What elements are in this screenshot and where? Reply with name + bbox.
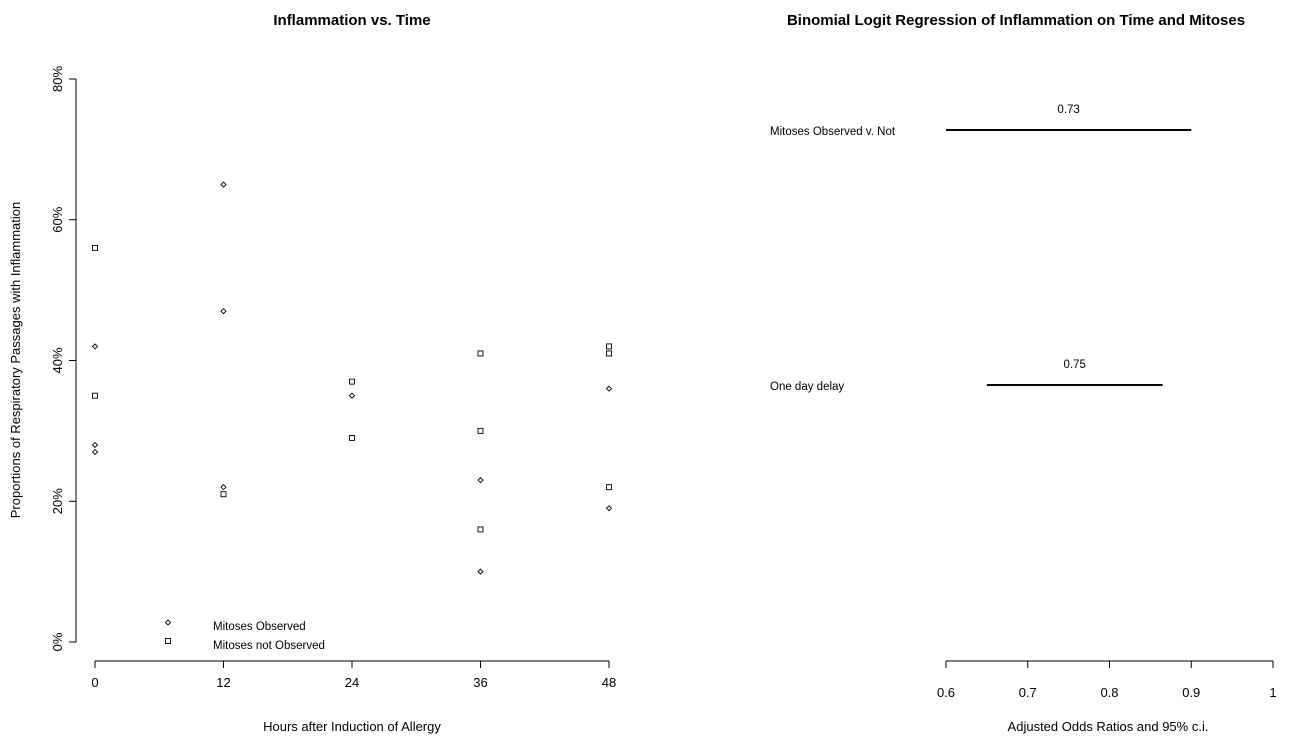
scatter-x-tick-label: 48 <box>602 675 616 690</box>
point-mitoses-observed <box>91 441 99 449</box>
scatter-y-tick-label: 80% <box>50 66 65 92</box>
point-mitoses-observed <box>605 505 613 512</box>
legend-label-mitoses-not-observed: Mitoses not Observed <box>213 640 325 652</box>
point-mitoses-not-observed <box>477 427 484 434</box>
point-mitoses-observed <box>91 343 99 350</box>
scatter-y-tick-label: 60% <box>50 206 65 232</box>
scatter-axes: 0% 20% 40% 60% 80% 0 12 24 36 48 <box>50 66 616 690</box>
forest-title: Binomial Logit Regression of Inflammatio… <box>787 12 1245 29</box>
point-mitoses-not-observed <box>606 343 612 350</box>
legend-label-mitoses-observed: Mitoses Observed <box>213 621 306 633</box>
point-mitoses-not-observed <box>477 350 484 357</box>
point-mitoses-not-observed <box>92 244 98 251</box>
point-mitoses-observed <box>605 385 613 392</box>
forest-estimate-label: 0.73 <box>1057 104 1079 116</box>
forest-x-tick-label: 0.6 <box>937 685 955 700</box>
forest-rows: Mitoses Observed v. Not 0.73 One day delay… <box>770 104 1192 393</box>
scatter-x-axis-label: Hours after Induction of Allergy <box>263 719 441 734</box>
forest-panel: Binomial Logit Regression of Inflammatio… <box>770 12 1277 734</box>
forest-axis: 0.6 0.7 0.8 0.9 1 <box>937 660 1277 700</box>
point-mitoses-not-observed <box>606 350 612 357</box>
forest-x-tick-label: 0.7 <box>1019 685 1037 700</box>
scatter-title: Inflammation vs. Time <box>273 12 430 29</box>
forest-estimate-label: 0.75 <box>1064 359 1086 371</box>
point-mitoses-not-observed <box>606 484 612 491</box>
scatter-legend: Mitoses Observed Mitoses not Observed <box>164 619 325 652</box>
point-mitoses-not-observed <box>349 378 355 385</box>
scatter-x-tick-label: 12 <box>216 675 230 690</box>
scatter-y-axis-label: Proportions of Respiratory Passages with… <box>8 202 23 518</box>
forest-row-label: Mitoses Observed v. Not <box>770 126 896 138</box>
forest-x-axis-label: Adjusted Odds Ratios and 95% c.i. <box>1008 719 1209 734</box>
point-mitoses-not-observed <box>477 526 484 533</box>
scatter-y-tick-label: 40% <box>50 347 65 373</box>
point-mitoses-observed <box>91 448 99 456</box>
forest-row-label: One day delay <box>770 381 844 393</box>
scatter-x-tick-label: 0 <box>91 675 98 690</box>
point-mitoses-not-observed <box>220 491 227 498</box>
point-mitoses-observed <box>477 568 484 575</box>
point-mitoses-observed <box>220 181 227 188</box>
forest-x-tick-label: 0.9 <box>1182 685 1200 700</box>
scatter-y-tick-label: 20% <box>50 488 65 514</box>
point-mitoses-observed <box>477 477 484 484</box>
forest-x-tick-label: 1 <box>1269 685 1276 700</box>
forest-x-tick-label: 0.8 <box>1100 685 1118 700</box>
point-mitoses-not-observed <box>92 392 98 399</box>
legend-diamond-marker <box>164 619 172 626</box>
point-mitoses-observed <box>348 392 356 399</box>
scatter-panel: Inflammation vs. Time Proportions of Res… <box>8 12 616 734</box>
scatter-y-tick-label: 0% <box>50 632 65 651</box>
legend-square-marker <box>165 638 171 644</box>
scatter-x-tick-label: 24 <box>345 675 359 690</box>
scatter-x-tick-label: 36 <box>473 675 487 690</box>
point-mitoses-not-observed <box>349 434 355 441</box>
point-mitoses-observed <box>220 484 227 491</box>
point-mitoses-observed <box>220 308 227 315</box>
scatter-points <box>91 181 613 575</box>
